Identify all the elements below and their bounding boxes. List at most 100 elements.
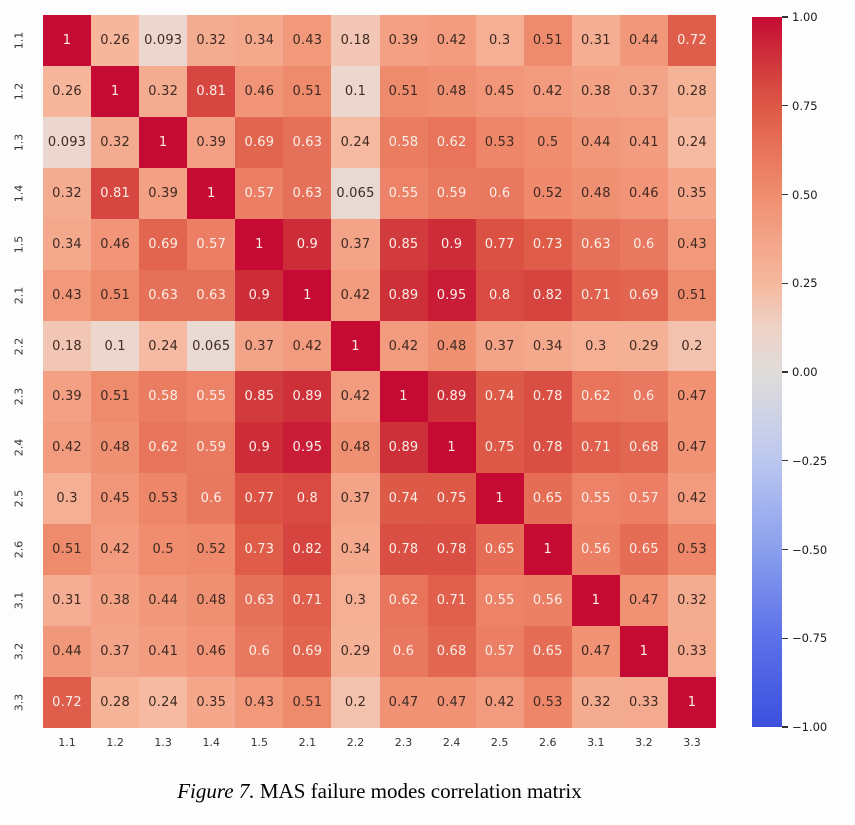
heatmap-cell: 1 bbox=[43, 15, 92, 66]
x-axis-label: 2.6 bbox=[538, 735, 557, 749]
heatmap-cell: 0.42 bbox=[523, 65, 572, 117]
y-axis-label: 2.5 bbox=[12, 490, 26, 508]
heatmap-cell: 0.35 bbox=[667, 167, 716, 219]
heatmap-cell: 0.46 bbox=[187, 626, 236, 678]
heatmap-cell: 0.42 bbox=[331, 371, 380, 423]
heatmap-cell: 0.6 bbox=[187, 473, 236, 525]
heatmap-cell: 0.26 bbox=[43, 65, 92, 117]
heatmap-cell: 0.52 bbox=[187, 524, 236, 576]
heatmap-cell: 0.63 bbox=[283, 167, 332, 219]
heatmap-cell: 0.6 bbox=[475, 167, 524, 219]
heatmap-cell: 0.34 bbox=[523, 320, 572, 372]
colorbar-tick-label: 0.75 bbox=[792, 98, 818, 113]
y-axis-label: 1.1 bbox=[12, 31, 26, 50]
heatmap-cell: 0.72 bbox=[667, 15, 716, 66]
heatmap-cell: 0.75 bbox=[427, 473, 476, 525]
heatmap-cell: 0.32 bbox=[139, 65, 188, 117]
heatmap-cell: 0.63 bbox=[235, 575, 284, 627]
heatmap-cell: 1 bbox=[667, 677, 716, 728]
heatmap-cell: 0.57 bbox=[619, 473, 668, 525]
heatmap-cell: 0.89 bbox=[283, 371, 332, 423]
heatmap-cell: 0.42 bbox=[379, 320, 428, 372]
heatmap-cell: 1 bbox=[283, 269, 332, 321]
heatmap-cell: 0.69 bbox=[235, 116, 284, 168]
heatmap-cell: 0.9 bbox=[427, 218, 476, 270]
heatmap-cell: 0.85 bbox=[235, 371, 284, 423]
heatmap-cell: 0.56 bbox=[523, 575, 572, 627]
heatmap-cell: 0.71 bbox=[427, 575, 476, 627]
figure-caption: Figure 7. MAS failure modes correlation … bbox=[43, 779, 716, 804]
heatmap-cell: 0.78 bbox=[427, 524, 476, 576]
heatmap-cell: 0.47 bbox=[427, 677, 476, 728]
heatmap-cell: 0.5 bbox=[139, 524, 188, 576]
heatmap-cell: 0.33 bbox=[619, 677, 668, 728]
heatmap-cell: 0.56 bbox=[571, 524, 620, 576]
heatmap-cell: 0.46 bbox=[619, 167, 668, 219]
heatmap-cell: 0.33 bbox=[667, 626, 716, 678]
x-axis-label: 1.5 bbox=[250, 735, 269, 749]
heatmap-cell: 0.6 bbox=[235, 626, 284, 678]
heatmap-cell: 0.53 bbox=[475, 116, 524, 168]
heatmap-cell: 0.55 bbox=[187, 371, 236, 423]
heatmap-cell: 0.093 bbox=[139, 15, 188, 66]
colorbar-tick-mark bbox=[782, 371, 788, 373]
heatmap-cell: 0.51 bbox=[283, 65, 332, 117]
y-axis: 1.1 1.2 1.3 1.4 1.5 2.1 2.2 2.3 2.4 2.5 2.6 3.1 3.2 3… bbox=[0, 15, 43, 728]
heatmap-cell: 0.69 bbox=[139, 218, 188, 270]
heatmap-cell: 0.85 bbox=[379, 218, 428, 270]
x-axis-label: 2.2 bbox=[346, 735, 365, 749]
colorbar-tick-label: 0.00 bbox=[792, 365, 818, 379]
heatmap-cell: 0.24 bbox=[139, 677, 188, 728]
x-axis-label: 1.4 bbox=[202, 735, 220, 749]
heatmap-cell: 0.69 bbox=[619, 269, 668, 321]
heatmap-cell: 0.51 bbox=[91, 269, 140, 321]
heatmap-cell: 1 bbox=[475, 473, 524, 525]
colorbar-tick-mark bbox=[782, 548, 788, 551]
heatmap-cell: 0.95 bbox=[283, 422, 332, 474]
heatmap-cell: 0.37 bbox=[619, 65, 668, 117]
colorbar-tick-mark bbox=[782, 282, 788, 284]
x-axis-label: 3.1 bbox=[587, 735, 605, 749]
heatmap-cell: 0.78 bbox=[523, 422, 572, 474]
heatmap-cell: 0.9 bbox=[235, 269, 284, 321]
heatmap-cell: 0.44 bbox=[571, 116, 620, 168]
heatmap-cell: 0.82 bbox=[283, 524, 332, 576]
figure-number: Figure 7. bbox=[177, 779, 255, 803]
heatmap-cell: 0.51 bbox=[379, 65, 428, 117]
heatmap-cell: 0.1 bbox=[331, 65, 380, 117]
heatmap-cell: 0.89 bbox=[427, 371, 476, 423]
heatmap-cell: 0.48 bbox=[331, 422, 380, 474]
heatmap-cell: 0.43 bbox=[43, 269, 92, 321]
heatmap-cell: 1 bbox=[571, 575, 620, 627]
heatmap-cell: 1 bbox=[619, 626, 668, 678]
heatmap-cell: 1 bbox=[379, 371, 428, 423]
correlation-heatmap: 1 0.26 0.093 0.32 0.34 0.43 0.18 0.39 0.42 0.3 0.5… bbox=[43, 15, 716, 728]
heatmap-cell: 0.18 bbox=[43, 320, 92, 372]
heatmap-cell: 0.37 bbox=[475, 320, 524, 372]
heatmap-cell: 0.55 bbox=[571, 473, 620, 525]
x-axis-label: 3.2 bbox=[635, 735, 653, 749]
heatmap-cell: 0.58 bbox=[139, 371, 188, 423]
heatmap-cell: 0.9 bbox=[283, 218, 332, 270]
heatmap-cell: 0.065 bbox=[187, 320, 236, 372]
y-axis-label: 2.4 bbox=[12, 439, 26, 457]
x-axis-label: 2.1 bbox=[298, 735, 317, 749]
heatmap-cell: 0.68 bbox=[619, 422, 668, 474]
heatmap-cell: 0.51 bbox=[523, 15, 572, 66]
heatmap-cell: 0.44 bbox=[43, 626, 92, 678]
y-axis-label: 2.3 bbox=[12, 388, 26, 406]
heatmap-cell: 0.57 bbox=[235, 167, 284, 219]
heatmap-cell: 0.48 bbox=[571, 167, 620, 219]
heatmap-cell: 0.42 bbox=[43, 422, 92, 474]
colorbar-tick-label: 0.25 bbox=[792, 276, 818, 291]
heatmap-cell: 0.55 bbox=[379, 167, 428, 219]
heatmap-cell: 0.47 bbox=[379, 677, 428, 728]
heatmap-cell: 0.5 bbox=[523, 116, 572, 168]
colorbar-tick-labels: 1.00 0.75 0.50 0.25 0.00 −0.25 −0.50 −0.75 −1.00 bbox=[782, 10, 852, 734]
y-axis-label: 3.3 bbox=[12, 693, 26, 712]
heatmap-cell: 0.42 bbox=[667, 473, 716, 525]
heatmap-cell: 0.32 bbox=[571, 677, 620, 728]
heatmap-cell: 1 bbox=[91, 65, 140, 117]
colorbar-tick-mark bbox=[782, 726, 788, 728]
heatmap-cell: 0.2 bbox=[667, 320, 716, 372]
